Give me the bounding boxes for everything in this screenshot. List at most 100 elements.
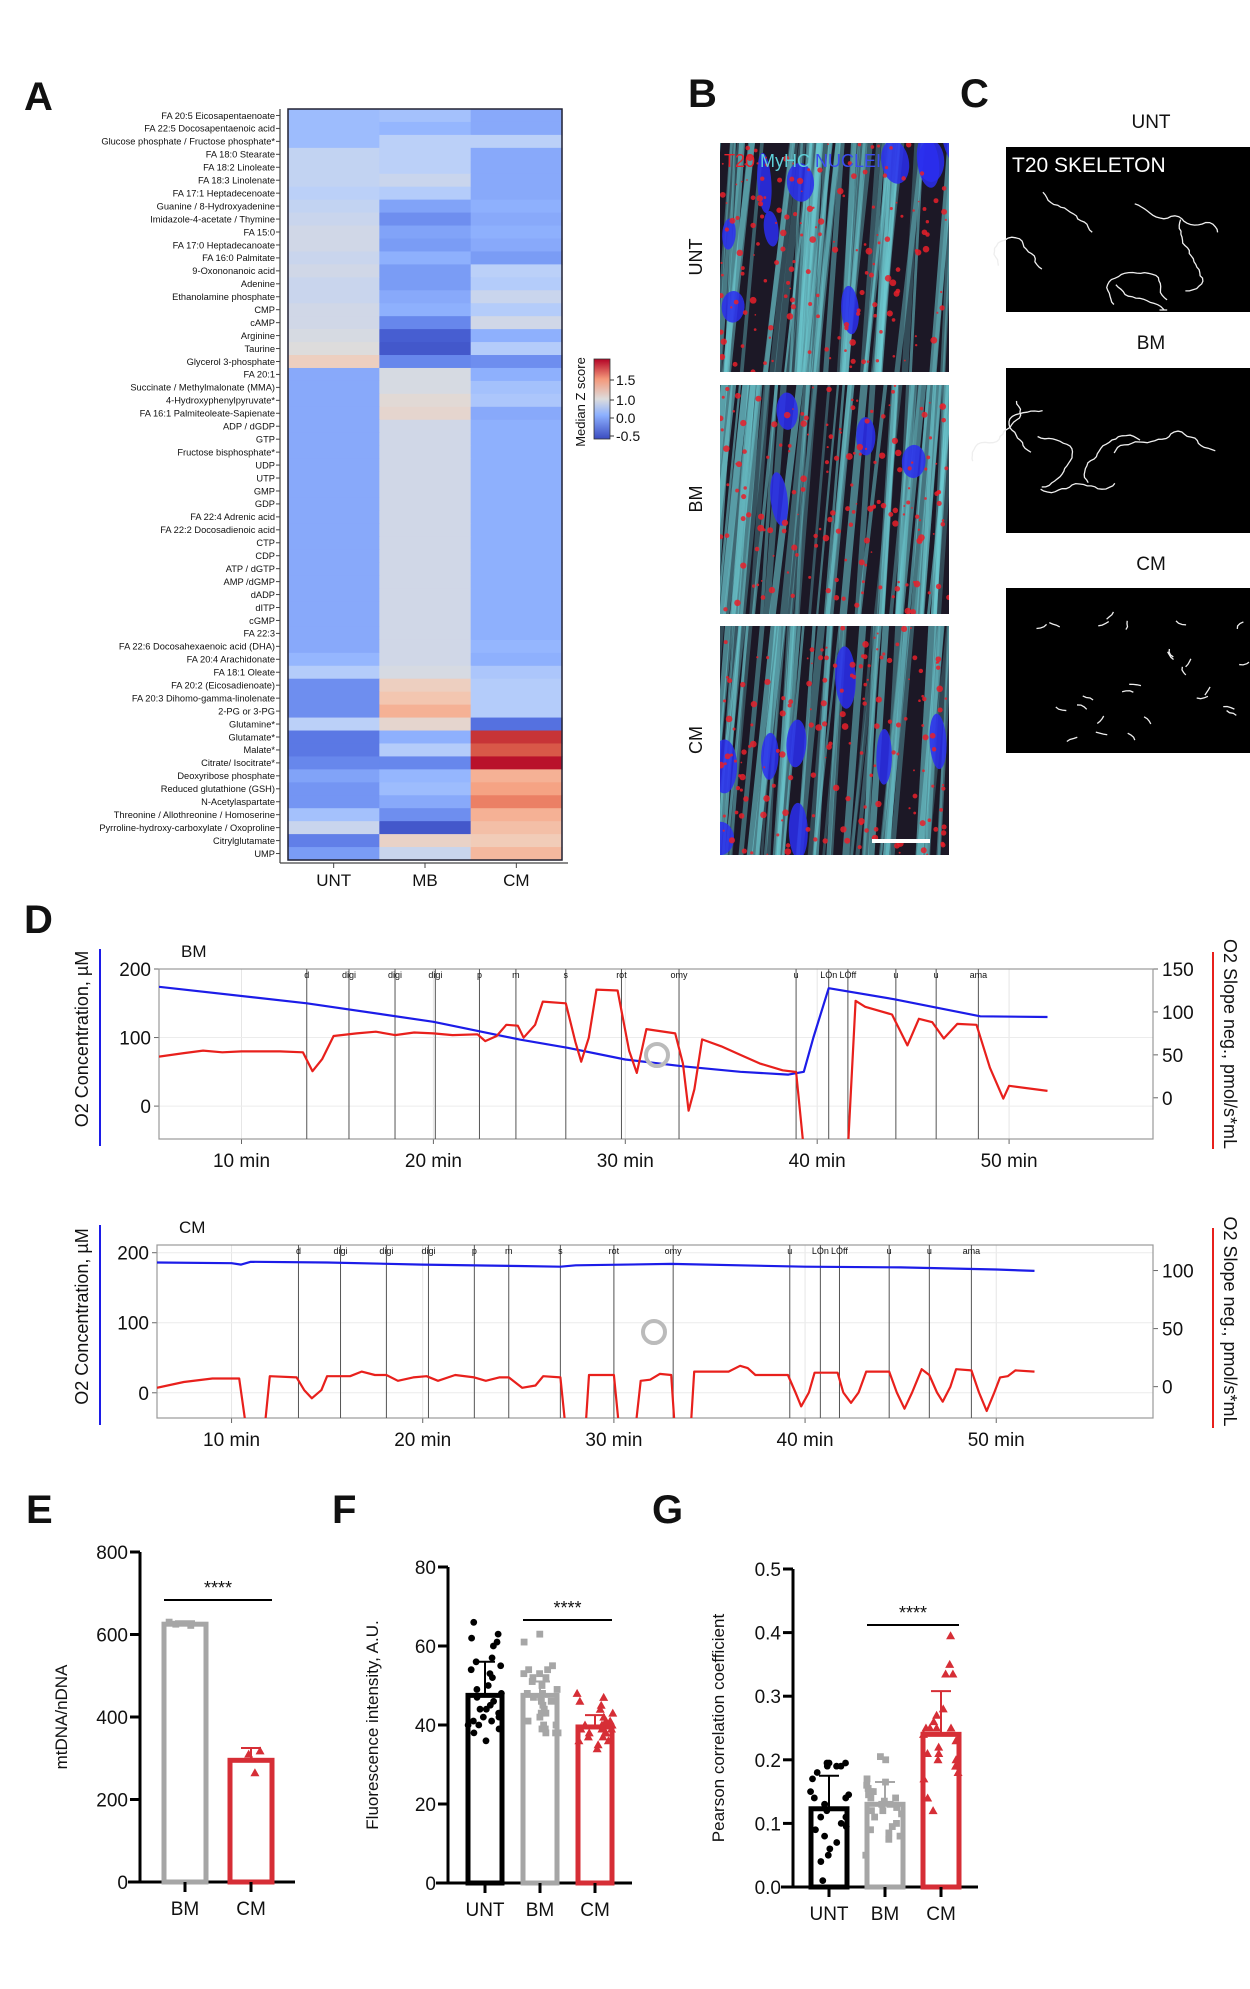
heatmap-cell: [470, 186, 563, 201]
heatmap-cell: [288, 795, 380, 809]
y-tick-label: 0.1: [755, 1814, 781, 1835]
data-point: [524, 1717, 532, 1725]
nucleus: [881, 143, 910, 184]
t20-skeleton-trace: [1040, 482, 1116, 494]
data-point: [821, 1832, 828, 1840]
t20-signal: [741, 848, 747, 854]
y-tick-label-right: 50: [1162, 1046, 1183, 1067]
t20-skeleton-trace: [1042, 191, 1093, 233]
t20-signal: [750, 222, 756, 229]
myhc-fiber: [889, 385, 915, 614]
heatmap-cell: [470, 419, 563, 434]
t20-signal: [720, 353, 726, 360]
t20-signal: [857, 845, 862, 850]
t20-signal: [891, 318, 896, 322]
t20-signal: [821, 721, 828, 727]
t20-signal: [824, 756, 827, 759]
t20-signal: [898, 851, 901, 854]
myhc-fiber: [723, 385, 757, 614]
data-point: [464, 1721, 472, 1729]
t20-signal: [919, 820, 926, 827]
t20-signal: [907, 466, 912, 471]
heatmap-row-label: Guanine / 8-Hydroxyadenine: [157, 201, 275, 211]
data-point: [489, 1642, 497, 1650]
t20-signal: [826, 446, 829, 449]
t20-signal: [760, 580, 763, 582]
data-point: [810, 1794, 818, 1802]
t20-signal: [735, 785, 741, 791]
heatmap-cell: [470, 834, 563, 848]
t20-signal: [815, 293, 820, 298]
heatmap-cell: [288, 393, 380, 408]
t20-signal: [788, 699, 794, 705]
myhc-fiber: [883, 626, 903, 855]
t20-signal: [725, 386, 730, 392]
t20-skeleton-trace: [1106, 611, 1115, 620]
t20-signal: [754, 546, 760, 552]
t20-signal: [936, 500, 942, 506]
heatmap-cell: [288, 665, 380, 680]
t20-signal: [859, 751, 864, 755]
heatmap-cell: [379, 406, 472, 421]
t20-signal: [721, 273, 724, 277]
myhc-fiber: [746, 626, 777, 855]
t20-signal: [820, 648, 824, 652]
t20-signal: [922, 696, 927, 702]
data-point: [601, 1716, 611, 1725]
heatmap-row-label: FA 22:4 Adrenic acid: [190, 512, 275, 522]
heatmap-cell: [470, 769, 563, 783]
t20-signal: [822, 677, 828, 683]
t20-signal: [809, 647, 815, 653]
t20-signal: [866, 678, 869, 681]
heatmap-cell: [288, 678, 380, 693]
x-tick-label: BM: [171, 1899, 200, 1920]
data-point: [596, 1700, 606, 1709]
t20-signal: [903, 505, 906, 507]
skeleton-image: [1006, 588, 1250, 753]
heatmap-cell: [470, 264, 563, 278]
t20-signal: [922, 734, 929, 741]
t20-signal: [750, 195, 756, 201]
t20-signal: [854, 602, 860, 608]
t20-signal: [734, 599, 741, 607]
nucleus: [721, 291, 745, 323]
y-axis-label-right: O2 Slope neg., pmol/s*mL: [1220, 1216, 1240, 1426]
t20-signal: [832, 240, 835, 243]
heatmap-row-label: Threonine / Allothreonine / Homoserine: [114, 810, 275, 820]
heatmap-row-label: Glycerol 3-phosphate: [187, 357, 275, 367]
myhc-fiber: [797, 143, 822, 372]
x-tick-label: 50 min: [968, 1430, 1025, 1451]
data-point: [593, 1740, 603, 1749]
t20-signal: [742, 449, 747, 454]
t20-signal: [912, 793, 918, 799]
heatmap-cell: [288, 704, 380, 719]
micrograph-row-label: BM: [686, 486, 706, 513]
myhc-fiber: [860, 143, 882, 372]
data-point: [187, 1622, 195, 1629]
myhc-fiber: [723, 143, 745, 372]
data-point: [484, 1682, 492, 1689]
t20-signal: [767, 527, 774, 534]
data-point: [934, 1748, 944, 1757]
t20-signal: [799, 222, 802, 225]
t20-signal: [944, 697, 948, 700]
myhc-fiber: [864, 143, 886, 372]
t20-signal: [781, 528, 787, 534]
t20-signal: [863, 805, 867, 809]
data-point: [868, 1807, 875, 1815]
watermark-icon: [644, 1042, 670, 1068]
nucleus: [776, 392, 798, 430]
t20-signal: [722, 829, 725, 832]
o2-concentration-trace: [157, 1260, 1035, 1272]
heatmap-cell: [288, 847, 380, 861]
y-tick-label-right: 150: [1162, 960, 1194, 981]
heatmap-cell: [470, 134, 563, 149]
t20-signal: [901, 176, 906, 181]
heatmap-cell: [470, 160, 563, 175]
heatmap-cell: [470, 575, 563, 589]
heatmap-cell: [288, 639, 380, 654]
myhc-fiber: [823, 385, 846, 614]
event-marker-label: LOn: [812, 1246, 829, 1256]
event-marker-label: digi: [421, 1246, 435, 1256]
myhc-fiber: [731, 385, 756, 614]
